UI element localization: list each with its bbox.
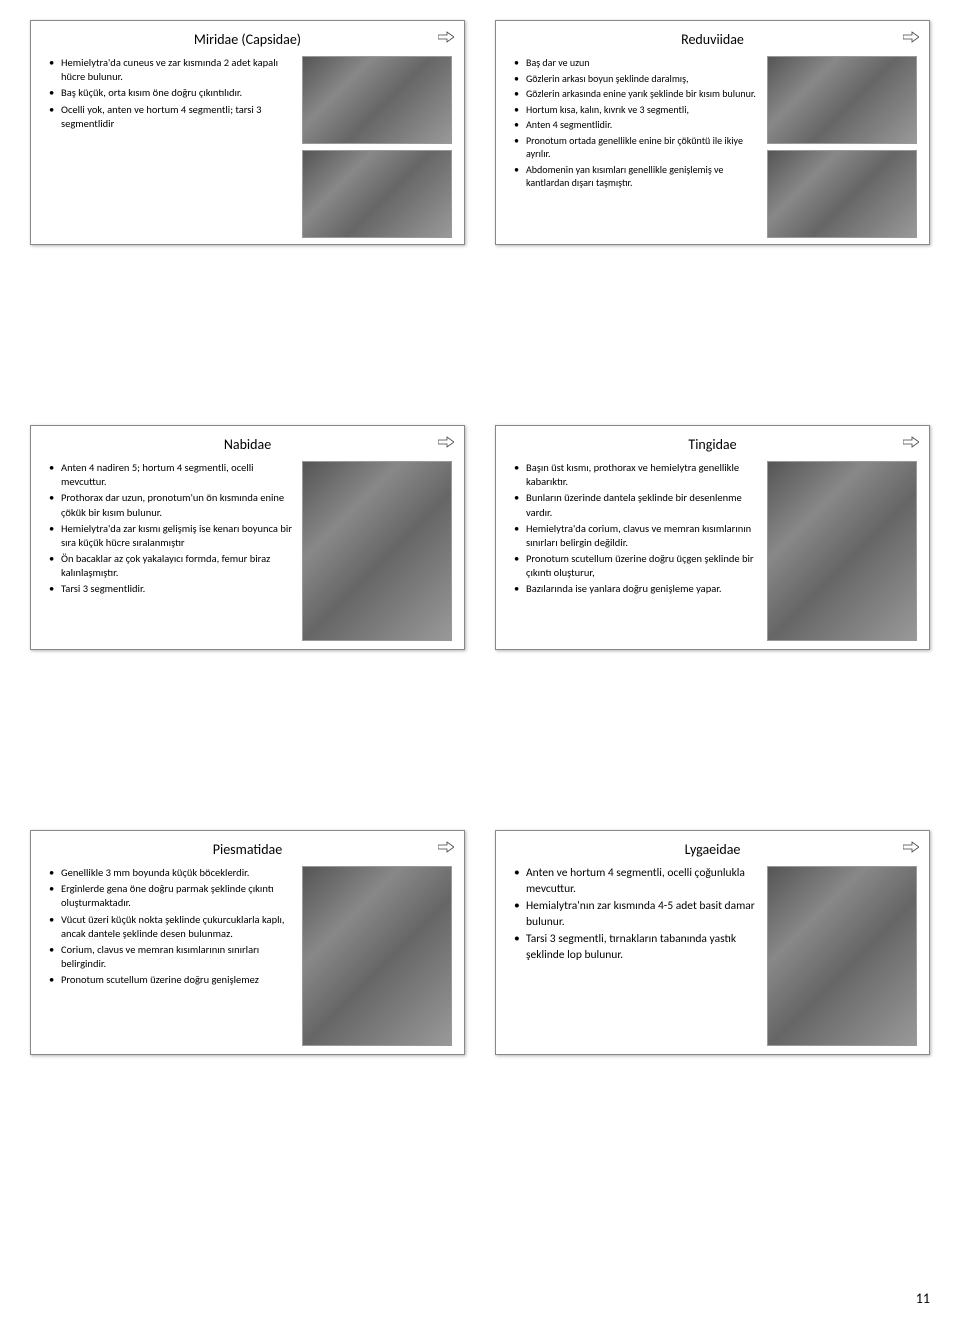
list-item: Prothorax dar uzun, pronotum'un ön kısmı… bbox=[53, 491, 294, 519]
arrow-right-icon bbox=[903, 31, 919, 43]
list-item: Baş küçük, orta kısım öne doğru çıkıntıl… bbox=[53, 86, 294, 100]
card-reduviidae: Reduviidae Baş dar ve uzun Gözlerin arka… bbox=[495, 20, 930, 245]
list-item: Hemialytra'nın zar kısmında 4-5 adet bas… bbox=[518, 899, 759, 930]
arrow-right-icon bbox=[438, 31, 454, 43]
list-item: Anten ve hortum 4 segmentli, ocelli çoğu… bbox=[518, 866, 759, 897]
list-item: Ocelli yok, anten ve hortum 4 segmentli;… bbox=[53, 103, 294, 131]
list-item: Corium, clavus ve memran kısımlarının sı… bbox=[53, 943, 294, 971]
list-item: Anten 4 segmentlidir. bbox=[518, 118, 759, 132]
insect-image bbox=[302, 866, 452, 1046]
bullet-list: Hemielytra'da cuneus ve zar kısmında 2 a… bbox=[43, 56, 294, 238]
list-item: Pronotum scutellum üzerine doğru üçgen ş… bbox=[518, 552, 759, 580]
insect-image bbox=[767, 150, 917, 238]
insect-image bbox=[302, 56, 452, 144]
card-title: Piesmatidae bbox=[43, 841, 452, 858]
card-title: Miridae (Capsidae) bbox=[43, 31, 452, 48]
insect-image bbox=[302, 150, 452, 238]
insect-image bbox=[767, 56, 917, 144]
bullet-list: Genellikle 3 mm boyunda küçük böceklerdi… bbox=[43, 866, 294, 1046]
row-2: Nabidae Anten 4 nadiren 5; hortum 4 segm… bbox=[30, 425, 930, 650]
arrow-right-icon bbox=[903, 436, 919, 448]
list-item: Hemielytra'da zar kısmı gelişmiş ise ken… bbox=[53, 522, 294, 550]
image-column bbox=[767, 461, 917, 641]
list-item: Hortum kısa, kalın, kıvrık ve 3 segmentl… bbox=[518, 103, 759, 117]
list-item: Baş dar ve uzun bbox=[518, 56, 759, 70]
insect-image bbox=[767, 866, 917, 1046]
bullet-list: Baş dar ve uzun Gözlerin arkası boyun şe… bbox=[508, 56, 759, 238]
list-item: Pronotum ortada genellikle enine bir çök… bbox=[518, 134, 759, 161]
arrow-right-icon bbox=[903, 841, 919, 853]
list-item: Genellikle 3 mm boyunda küçük böceklerdi… bbox=[53, 866, 294, 880]
bullet-list: Anten ve hortum 4 segmentli, ocelli çoğu… bbox=[508, 866, 759, 1046]
bullet-list: Anten 4 nadiren 5; hortum 4 segmentli, o… bbox=[43, 461, 294, 641]
image-column bbox=[302, 461, 452, 641]
row-1: Miridae (Capsidae) Hemielytra'da cuneus … bbox=[30, 20, 930, 245]
page-number: 11 bbox=[916, 1290, 930, 1307]
image-column bbox=[302, 866, 452, 1046]
list-item: Hemielytra'da corium, clavus ve memran k… bbox=[518, 522, 759, 550]
list-item: Hemielytra'da cuneus ve zar kısmında 2 a… bbox=[53, 56, 294, 84]
card-title: Tingidae bbox=[508, 436, 917, 453]
card-nabidae: Nabidae Anten 4 nadiren 5; hortum 4 segm… bbox=[30, 425, 465, 650]
list-item: Erginlerde gena öne doğru parmak şeklind… bbox=[53, 882, 294, 910]
list-item: Abdomenin yan kısımları genellikle geniş… bbox=[518, 163, 759, 190]
list-item: Gözlerin arkası boyun şeklinde daralmış, bbox=[518, 72, 759, 86]
image-column bbox=[767, 866, 917, 1046]
card-miridae: Miridae (Capsidae) Hemielytra'da cuneus … bbox=[30, 20, 465, 245]
image-column bbox=[767, 56, 917, 238]
list-item: Bunların üzerinde dantela şeklinde bir d… bbox=[518, 491, 759, 519]
list-item: Ön bacaklar az çok yakalayıcı formda, fe… bbox=[53, 552, 294, 580]
list-item: Pronotum scutellum üzerine doğru genişle… bbox=[53, 973, 294, 987]
list-item: Gözlerin arkasında enine yarık şeklinde … bbox=[518, 87, 759, 101]
card-title: Nabidae bbox=[43, 436, 452, 453]
list-item: Başın üst kısmı, prothorax ve hemielytra… bbox=[518, 461, 759, 489]
list-item: Tarsi 3 segmentlidir. bbox=[53, 582, 294, 596]
card-lygaeidae: Lygaeidae Anten ve hortum 4 segmentli, o… bbox=[495, 830, 930, 1055]
card-title: Reduviidae bbox=[508, 31, 917, 48]
list-item: Vücut üzeri küçük nokta şeklinde çukurcu… bbox=[53, 913, 294, 941]
card-title: Lygaeidae bbox=[508, 841, 917, 858]
row-3: Piesmatidae Genellikle 3 mm boyunda küçü… bbox=[30, 830, 930, 1055]
list-item: Bazılarında ise yanlara doğru genişleme … bbox=[518, 582, 759, 596]
image-column bbox=[302, 56, 452, 238]
arrow-right-icon bbox=[438, 436, 454, 448]
bullet-list: Başın üst kısmı, prothorax ve hemielytra… bbox=[508, 461, 759, 641]
list-item: Tarsi 3 segmentli, tırnakların tabanında… bbox=[518, 932, 759, 963]
insect-image bbox=[302, 461, 452, 641]
card-tingidae: Tingidae Başın üst kısmı, prothorax ve h… bbox=[495, 425, 930, 650]
arrow-right-icon bbox=[438, 841, 454, 853]
insect-image bbox=[767, 461, 917, 641]
list-item: Anten 4 nadiren 5; hortum 4 segmentli, o… bbox=[53, 461, 294, 489]
card-piesmatidae: Piesmatidae Genellikle 3 mm boyunda küçü… bbox=[30, 830, 465, 1055]
